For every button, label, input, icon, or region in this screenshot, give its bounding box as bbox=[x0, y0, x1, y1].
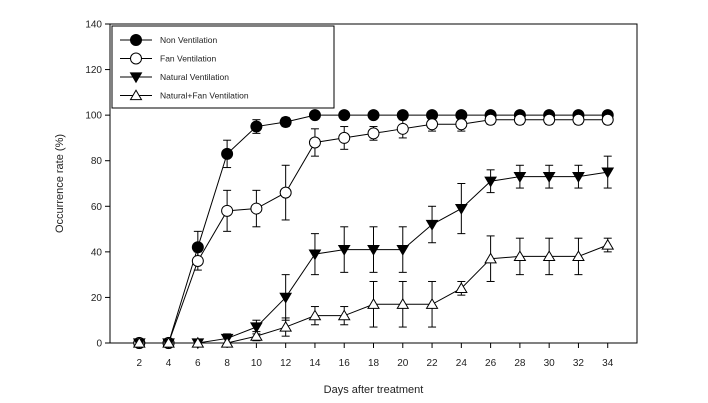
data-point bbox=[279, 186, 292, 199]
data-point bbox=[425, 219, 439, 231]
data-point bbox=[454, 282, 468, 293]
x-tick-label: 26 bbox=[485, 358, 497, 369]
series-natural-ventilation bbox=[132, 155, 615, 350]
data-point bbox=[484, 113, 497, 126]
x-tick-label: 4 bbox=[166, 358, 172, 369]
data-point bbox=[250, 329, 263, 341]
data-point bbox=[367, 109, 380, 122]
data-point bbox=[191, 254, 204, 267]
data-point bbox=[601, 113, 614, 126]
data-point bbox=[279, 292, 293, 304]
x-tick-label: 16 bbox=[339, 358, 351, 369]
legend-marker bbox=[129, 72, 143, 84]
y-tick-label: 100 bbox=[85, 111, 102, 122]
data-point bbox=[220, 336, 234, 348]
y-tick-label: 40 bbox=[91, 247, 103, 258]
data-point bbox=[396, 244, 410, 256]
x-tick-label: 34 bbox=[602, 358, 614, 369]
x-tick-label: 30 bbox=[544, 358, 556, 369]
data-point bbox=[338, 109, 351, 122]
data-point bbox=[484, 252, 497, 264]
data-point bbox=[337, 244, 351, 256]
data-point bbox=[162, 336, 175, 348]
legend-marker bbox=[129, 89, 143, 101]
data-point bbox=[308, 309, 322, 321]
data-point bbox=[367, 244, 380, 256]
y-tick-label: 80 bbox=[91, 156, 103, 167]
legend-marker bbox=[130, 34, 142, 46]
data-point bbox=[513, 250, 527, 262]
x-tick-label: 22 bbox=[426, 358, 438, 369]
data-point bbox=[455, 118, 468, 131]
data-point bbox=[132, 336, 146, 348]
data-point bbox=[572, 172, 585, 183]
data-point bbox=[250, 202, 263, 215]
y-tick-label: 0 bbox=[96, 339, 102, 350]
data-point bbox=[308, 249, 322, 261]
data-point bbox=[367, 127, 380, 140]
data-point bbox=[601, 167, 615, 179]
data-point bbox=[543, 113, 556, 126]
data-point bbox=[250, 120, 263, 133]
data-point bbox=[426, 118, 439, 131]
data-point bbox=[425, 298, 439, 309]
data-point bbox=[221, 147, 234, 160]
series-natural-fan-ventilation bbox=[132, 235, 615, 348]
legend-label: Natural+Fan Ventilation bbox=[160, 91, 249, 101]
data-point bbox=[308, 136, 321, 149]
y-tick-label: 60 bbox=[91, 202, 103, 213]
data-point bbox=[601, 238, 615, 250]
y-tick-label: 140 bbox=[85, 20, 102, 31]
legend-label: Non Ventilation bbox=[160, 35, 217, 45]
data-point bbox=[191, 241, 204, 254]
legend-marker bbox=[130, 52, 142, 65]
y-tick-label: 20 bbox=[91, 293, 103, 304]
data-point bbox=[367, 298, 380, 309]
data-point bbox=[484, 176, 497, 188]
data-point bbox=[513, 113, 526, 126]
x-tick-label: 14 bbox=[309, 358, 321, 369]
data-point bbox=[542, 172, 556, 183]
data-point bbox=[513, 172, 527, 183]
x-tick-label: 32 bbox=[573, 358, 585, 369]
x-tick-label: 20 bbox=[397, 358, 409, 369]
x-tick-label: 18 bbox=[368, 358, 380, 369]
x-tick-label: 8 bbox=[224, 358, 230, 369]
x-tick-label: 10 bbox=[251, 358, 263, 369]
x-tick-label: 2 bbox=[136, 358, 142, 369]
data-point bbox=[279, 115, 292, 128]
y-tick-label: 120 bbox=[85, 65, 102, 76]
data-point bbox=[279, 320, 293, 332]
legend-label: Natural Ventilation bbox=[160, 72, 229, 82]
data-point bbox=[396, 109, 409, 122]
legend-label: Fan Ventilation bbox=[160, 54, 217, 64]
data-point bbox=[191, 336, 205, 348]
data-point bbox=[542, 250, 556, 262]
data-point bbox=[250, 322, 263, 334]
x-tick-label: 6 bbox=[195, 358, 201, 369]
chart-legend: Non Ventilation Fan Ventilation Natural Ve… bbox=[111, 25, 335, 109]
data-point bbox=[572, 250, 585, 262]
data-point bbox=[308, 109, 321, 122]
data-point bbox=[221, 204, 234, 217]
x-axis-title: Days after treatment bbox=[324, 384, 424, 396]
y-axis-title: Occurrence rate (%) bbox=[54, 134, 66, 233]
data-point bbox=[572, 113, 585, 126]
x-tick-label: 12 bbox=[280, 358, 292, 369]
x-tick-label: 24 bbox=[456, 358, 468, 369]
data-point bbox=[338, 131, 351, 144]
data-point bbox=[396, 122, 409, 135]
data-point bbox=[454, 203, 468, 215]
data-point bbox=[337, 309, 351, 321]
chart-series bbox=[132, 109, 615, 350]
x-tick-label: 28 bbox=[514, 358, 526, 369]
data-point bbox=[396, 298, 410, 309]
